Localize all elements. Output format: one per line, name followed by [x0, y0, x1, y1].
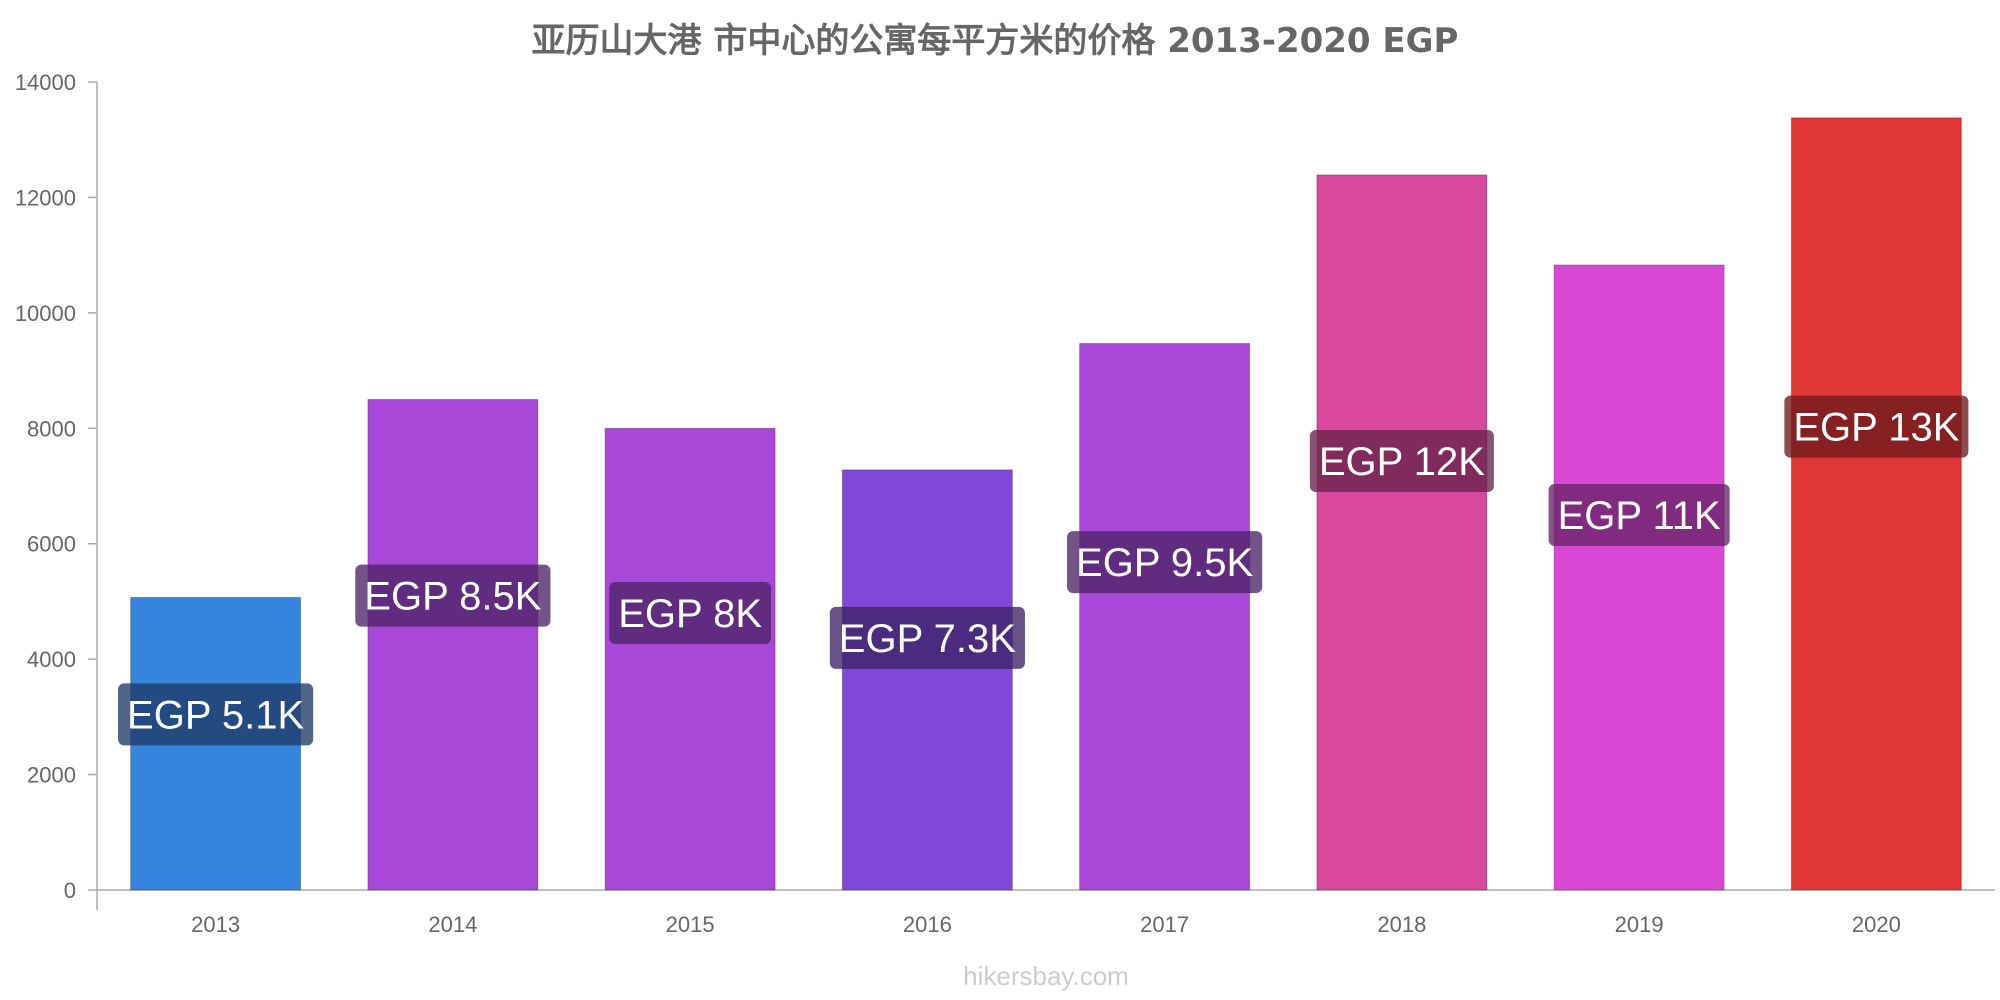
- y-tick-label: 0: [64, 878, 76, 903]
- data-label-2017: EGP 9.5K: [1067, 531, 1263, 594]
- data-label-box: [355, 564, 551, 627]
- y-tick-label: 2000: [27, 763, 76, 788]
- data-label-box: [609, 581, 772, 644]
- y-tick-label: 12000: [15, 185, 76, 210]
- bar-2017: [1079, 342, 1251, 891]
- bar-2020: [1790, 117, 1962, 891]
- bar-2015: [604, 427, 776, 891]
- data-label-box: [1784, 395, 1969, 458]
- y-tick-label: 6000: [27, 532, 76, 557]
- x-tick-label: 2018: [1377, 912, 1426, 937]
- data-label-text: EGP 9.5K: [1076, 541, 1253, 585]
- bar-2014: [367, 398, 539, 891]
- x-tick-label: 2013: [191, 912, 240, 937]
- x-axis-ticks: 2013 2014 2015 2016 2017 2018 2019 2020: [191, 912, 1901, 937]
- x-tick-label: 2015: [666, 912, 715, 937]
- data-label-text: EGP 13K: [1793, 406, 1959, 450]
- data-label-2018: EGP 12K: [1309, 429, 1494, 492]
- data-label-box: [118, 683, 314, 746]
- data-label-text: EGP 7.3K: [839, 617, 1016, 661]
- chart-title: 亚历山大港 市中心的公寓每平方米的价格 2013-2020 EGP: [532, 21, 1459, 61]
- y-tick-label: 10000: [15, 301, 76, 326]
- bar-2016: [841, 469, 1013, 891]
- data-label-text: EGP 12K: [1319, 440, 1485, 484]
- bar-2018: [1316, 174, 1488, 891]
- data-label-2013: EGP 5.1K: [118, 683, 314, 746]
- bar-2019: [1553, 264, 1725, 891]
- x-tick-label: 2016: [903, 912, 952, 937]
- y-tick-label: 8000: [27, 416, 76, 441]
- data-label-text: EGP 11K: [1558, 494, 1721, 538]
- data-label-2014: EGP 8.5K: [355, 564, 551, 627]
- data-label-2020: EGP 13K: [1784, 395, 1969, 458]
- x-tick-label: 2020: [1852, 912, 1901, 937]
- data-label-2016: EGP 7.3K: [829, 606, 1025, 669]
- watermark: hikersbay.com: [963, 961, 1129, 991]
- data-labels: EGP 5.1K EGP 8.5K EGP 8K EGP 7.3K EGP 9.5K EG…: [118, 395, 1969, 746]
- x-tick-label: 2014: [428, 912, 477, 937]
- data-label-2015: EGP 8K: [609, 581, 772, 644]
- data-label-text: EGP 5.1K: [127, 693, 304, 737]
- data-label-text: EGP 8K: [618, 592, 762, 636]
- data-label-box: [1067, 531, 1263, 594]
- data-label-box: [1309, 429, 1494, 492]
- x-tick-label: 2019: [1615, 912, 1664, 937]
- x-tick-label: 2017: [1140, 912, 1189, 937]
- y-tick-label: 14000: [15, 70, 76, 95]
- y-tick-label: 4000: [27, 647, 76, 672]
- data-label-2019: EGP 11K: [1548, 483, 1730, 546]
- y-axis-ticks: 0 2000 4000 6000 8000 10000 12000 14000: [15, 70, 97, 903]
- data-label-box: [829, 606, 1025, 669]
- data-label-box: [1548, 483, 1730, 546]
- data-label-text: EGP 8.5K: [364, 575, 541, 619]
